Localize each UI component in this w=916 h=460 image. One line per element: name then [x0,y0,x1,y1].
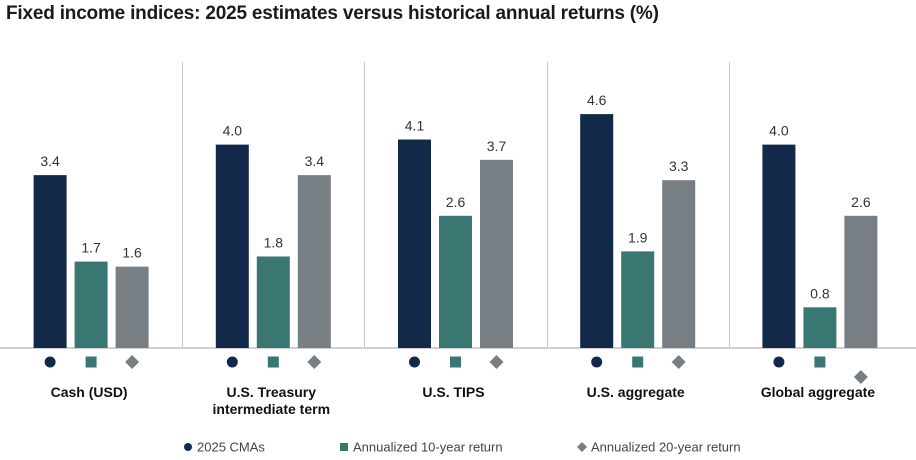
bar [844,215,878,348]
legend-circle-icon [184,443,192,451]
data-label: 3.7 [487,138,507,154]
data-label: 1.8 [264,234,284,250]
data-label: 0.8 [810,285,830,301]
category-label: U.S. Treasury [227,384,317,400]
square-marker-icon [814,356,826,368]
data-label: 1.7 [81,240,101,256]
square-marker-icon [632,356,644,368]
circle-marker-icon [591,356,603,368]
legend-diamond-icon [577,442,587,452]
square-marker-icon [85,356,97,368]
diamond-marker-icon [489,355,504,369]
category-label: U.S. aggregate [587,384,685,400]
data-label: 3.4 [305,153,325,169]
data-label: 3.4 [40,153,60,169]
data-label: 4.0 [769,123,789,139]
circle-marker-icon [409,356,420,368]
legend-label: 2025 CMAs [197,440,265,455]
bar [662,180,696,348]
bar [74,261,108,348]
diamond-marker-icon [853,370,868,384]
bar [439,215,472,348]
diamond-marker-icon [125,355,140,369]
legend-square-icon [340,443,348,451]
bar [580,114,614,349]
diamond-marker-icon [307,355,322,369]
chart-title: Fixed income indices: 2025 estimates ver… [6,3,659,24]
bar [297,175,331,348]
bar [762,144,796,348]
bar [256,256,290,348]
circle-marker-icon [773,356,785,368]
category-label: intermediate term [213,401,330,417]
category-label: Global aggregate [761,384,876,400]
category-label: Cash (USD) [51,384,128,400]
data-label: 4.1 [405,118,425,134]
square-marker-icon [450,356,461,368]
bar [803,307,837,348]
data-label: 2.6 [446,194,466,210]
bar [115,266,149,348]
data-label: 3.3 [669,158,689,174]
data-label: 2.6 [851,194,871,210]
legend-label: Annualized 20-year return [591,440,741,455]
bar [398,139,431,348]
circle-marker-icon [44,356,56,368]
data-label: 4.0 [223,123,243,139]
data-label: 4.6 [587,92,607,108]
bar [33,175,67,348]
bar [215,144,249,348]
bar [480,159,513,348]
bar [621,251,655,348]
circle-marker-icon [226,356,238,368]
square-marker-icon [267,356,279,368]
data-label: 1.9 [628,229,648,245]
diamond-marker-icon [671,355,686,369]
data-label: 1.6 [122,245,142,261]
legend-label: Annualized 10-year return [353,440,503,455]
category-label: U.S. TIPS [422,384,484,400]
